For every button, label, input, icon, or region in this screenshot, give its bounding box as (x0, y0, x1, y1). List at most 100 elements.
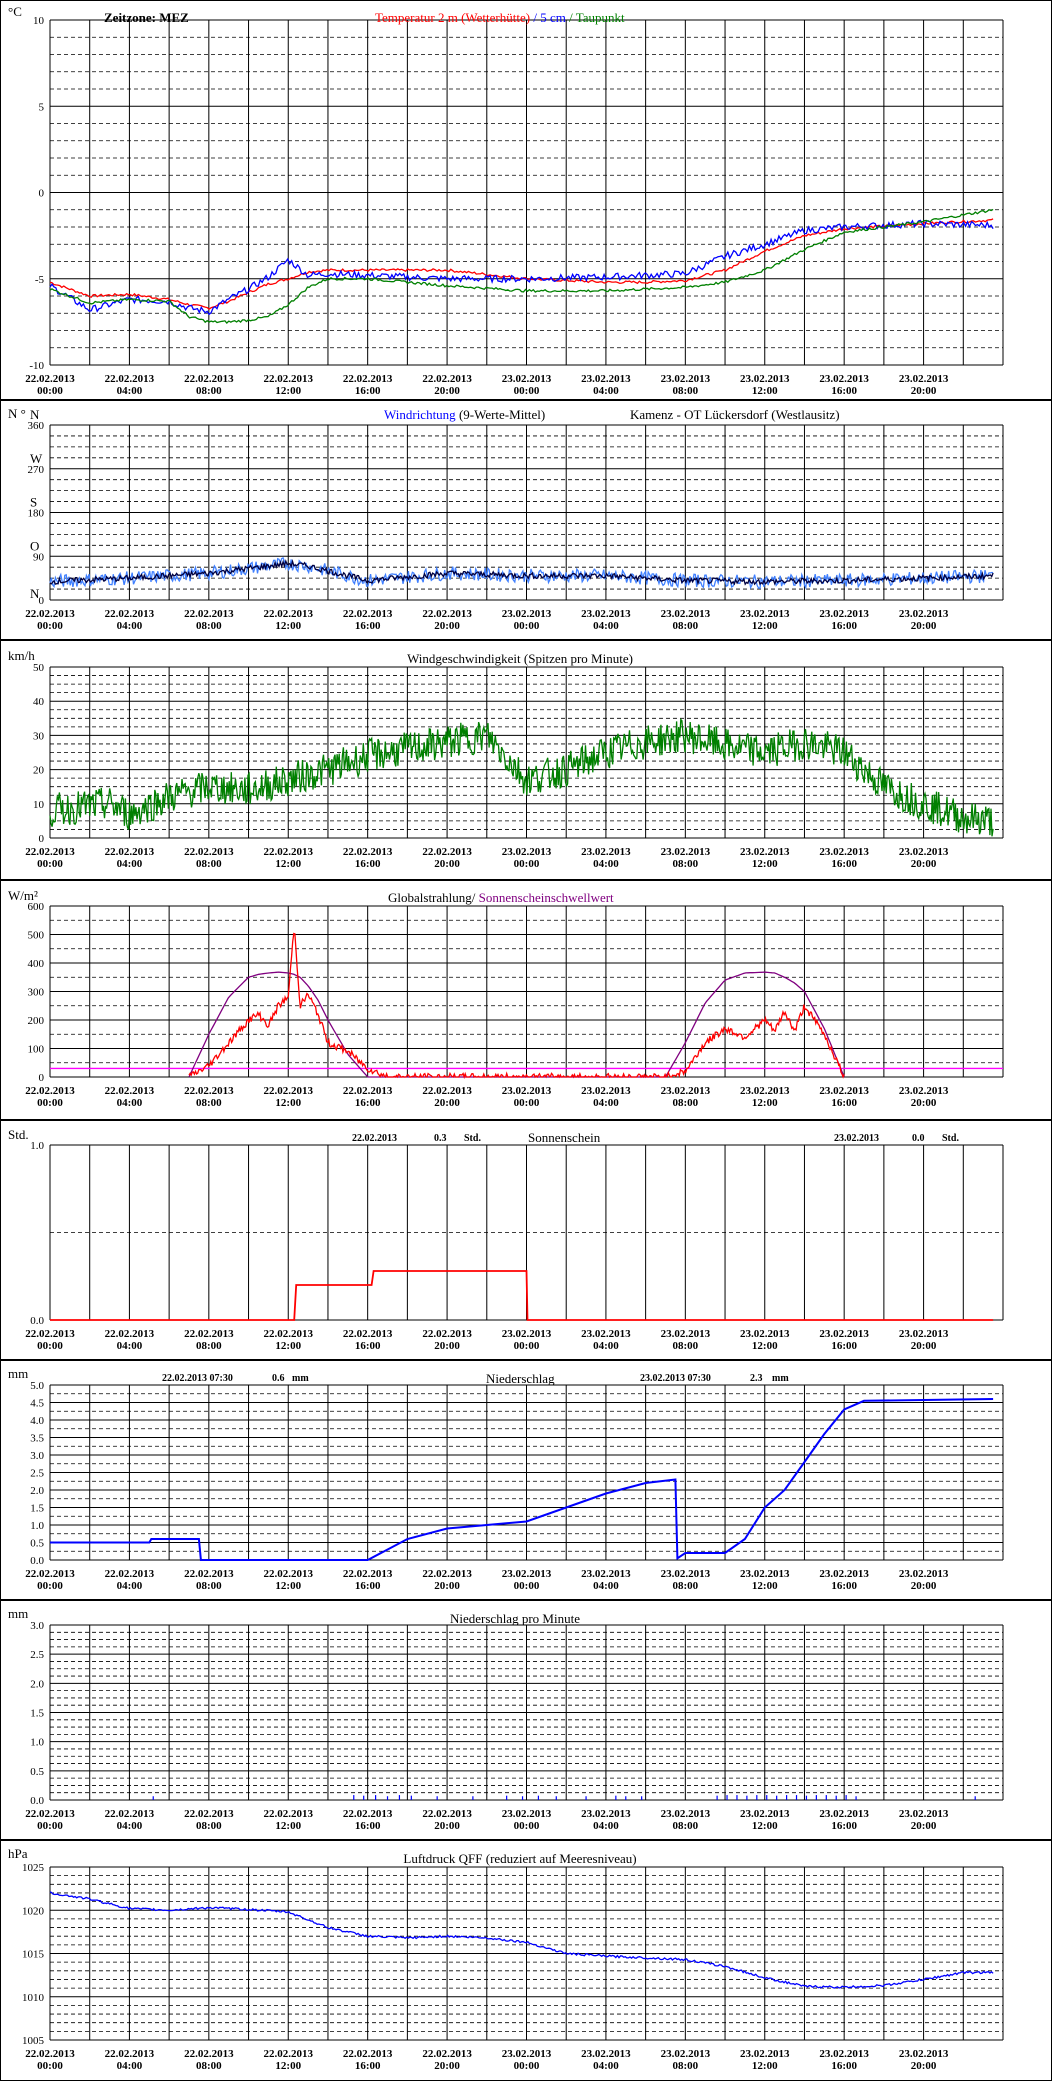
x-tick-time: 16:00 (355, 858, 381, 870)
x-tick-date: 23.02.2013 (661, 1328, 711, 1340)
x-tick-date: 23.02.2013 (502, 1328, 552, 1340)
x-tick-date: 23.02.2013 (899, 1568, 949, 1580)
y-tick-label: 3.0 (30, 1620, 44, 1632)
x-tick-time: 16:00 (355, 620, 381, 632)
x-tick-time: 04:00 (593, 2060, 619, 2072)
x-tick-date: 22.02.2013 (343, 1808, 393, 1820)
x-tick-time: 08:00 (196, 1097, 222, 1109)
x-tick-date: 22.02.2013 (264, 373, 314, 385)
x-tick-time: 20:00 (434, 1820, 460, 1832)
x-tick-date: 23.02.2013 (740, 608, 790, 620)
x-tick-date: 22.02.2013 (25, 846, 75, 858)
x-tick-date: 23.02.2013 (899, 2048, 949, 2060)
y-tick-label: 5 (39, 101, 45, 113)
x-tick-time: 08:00 (196, 2060, 222, 2072)
x-tick-time: 04:00 (117, 1097, 143, 1109)
x-tick-time: 04:00 (117, 858, 143, 870)
title-temp: Temperatur 2 m (Wetterhütte) (375, 10, 530, 25)
x-tick-date: 22.02.2013 (25, 1085, 75, 1097)
x-tick-date: 22.02.2013 (343, 608, 393, 620)
x-tick-time: 08:00 (672, 620, 698, 632)
chart-title: Sonnenschein (528, 1130, 601, 1145)
compass-label: N (30, 407, 40, 422)
x-tick-date: 23.02.2013 (581, 608, 631, 620)
x-tick-date: 23.02.2013 (581, 1568, 631, 1580)
y-tick-label: 270 (28, 464, 45, 476)
x-tick-time: 00:00 (37, 2060, 63, 2072)
x-tick-date: 22.02.2013 (25, 1328, 75, 1340)
x-tick-time: 12:00 (752, 1820, 778, 1832)
x-tick-time: 12:00 (752, 620, 778, 632)
axes-radiation: 600500400300200100022.02.201300:0022.02.… (25, 901, 1004, 1109)
chart-title: Windrichtung (9-Werte-Mittel) (384, 407, 545, 422)
x-tick-date: 22.02.2013 (264, 846, 314, 858)
title-global: Globalstrahlung/ (388, 890, 476, 905)
y-tick-label: 30 (33, 730, 45, 742)
x-tick-date: 22.02.2013 (105, 608, 155, 620)
x-tick-date: 22.02.2013 (343, 846, 393, 858)
x-tick-time: 12:00 (275, 1580, 301, 1592)
title-sep: / (530, 10, 540, 25)
x-tick-time: 16:00 (831, 858, 857, 870)
y-tick-label: 10 (33, 15, 45, 27)
x-tick-date: 22.02.2013 (264, 1808, 314, 1820)
x-tick-time: 00:00 (37, 1097, 63, 1109)
x-tick-date: 23.02.2013 (502, 608, 552, 620)
x-tick-date: 23.02.2013 (502, 1085, 552, 1097)
x-tick-time: 08:00 (672, 1097, 698, 1109)
x-tick-time: 04:00 (117, 2060, 143, 2072)
summary-unit-2: mm (772, 1373, 789, 1384)
x-tick-date: 22.02.2013 (25, 373, 75, 385)
x-tick-time: 12:00 (275, 858, 301, 870)
y-tick-label: 100 (28, 1044, 45, 1056)
x-tick-time: 00:00 (514, 2060, 540, 2072)
x-tick-date: 23.02.2013 (740, 2048, 790, 2060)
y-tick-label: -10 (29, 360, 44, 372)
title-mittel: (9-Werte-Mittel) (456, 407, 546, 422)
x-tick-date: 23.02.2013 (581, 373, 631, 385)
x-tick-time: 20:00 (911, 2060, 937, 2072)
x-tick-time: 20:00 (911, 385, 937, 397)
x-tick-time: 00:00 (37, 620, 63, 632)
x-tick-time: 16:00 (355, 2060, 381, 2072)
x-tick-time: 20:00 (434, 385, 460, 397)
x-tick-date: 22.02.2013 (25, 1808, 75, 1820)
x-tick-date: 22.02.2013 (264, 2048, 314, 2060)
x-tick-time: 00:00 (514, 1340, 540, 1352)
y-tick-label: 4.0 (30, 1415, 44, 1427)
axes-temperature: 1050-5-1022.02.201300:0022.02.201304:002… (25, 15, 1004, 397)
x-tick-date: 22.02.2013 (422, 846, 472, 858)
x-tick-time: 08:00 (672, 1340, 698, 1352)
x-tick-date: 23.02.2013 (899, 373, 949, 385)
y-tick-label: 0 (39, 188, 45, 200)
x-tick-date: 22.02.2013 (105, 1085, 155, 1097)
series-line-0 (49, 1891, 994, 1989)
x-tick-date: 22.02.2013 (343, 373, 393, 385)
x-tick-time: 08:00 (196, 620, 222, 632)
series-line-global (188, 932, 845, 1080)
x-tick-date: 23.02.2013 (581, 1085, 631, 1097)
y-tick-label: 2.5 (30, 1649, 44, 1661)
title-schwellwert: Sonnenscheinschwellwert (475, 890, 614, 905)
x-tick-date: 22.02.2013 (184, 1808, 234, 1820)
y-unit-label: hPa (8, 1846, 28, 1861)
y-unit-label: mm (8, 1606, 28, 1621)
x-tick-time: 20:00 (911, 858, 937, 870)
summary-value-2: 0.0 (912, 1133, 925, 1144)
x-tick-time: 12:00 (752, 2060, 778, 2072)
x-tick-time: 16:00 (831, 1097, 857, 1109)
x-tick-date: 23.02.2013 (661, 846, 711, 858)
y-tick-label: 400 (28, 958, 45, 970)
chart-title: Globalstrahlung/ Sonnenscheinschwellwert (388, 890, 614, 905)
x-tick-date: 23.02.2013 (581, 1328, 631, 1340)
x-tick-date: 22.02.2013 (264, 1328, 314, 1340)
x-tick-time: 20:00 (434, 858, 460, 870)
x-tick-time: 16:00 (831, 2060, 857, 2072)
y-tick-label: 2.5 (30, 1468, 44, 1480)
title-sep: / (566, 10, 576, 25)
x-tick-time: 20:00 (911, 1580, 937, 1592)
y-tick-label: 1.0 (30, 1140, 44, 1152)
x-tick-time: 16:00 (355, 385, 381, 397)
x-tick-date: 23.02.2013 (581, 846, 631, 858)
y-tick-label: 3.0 (30, 1450, 44, 1462)
